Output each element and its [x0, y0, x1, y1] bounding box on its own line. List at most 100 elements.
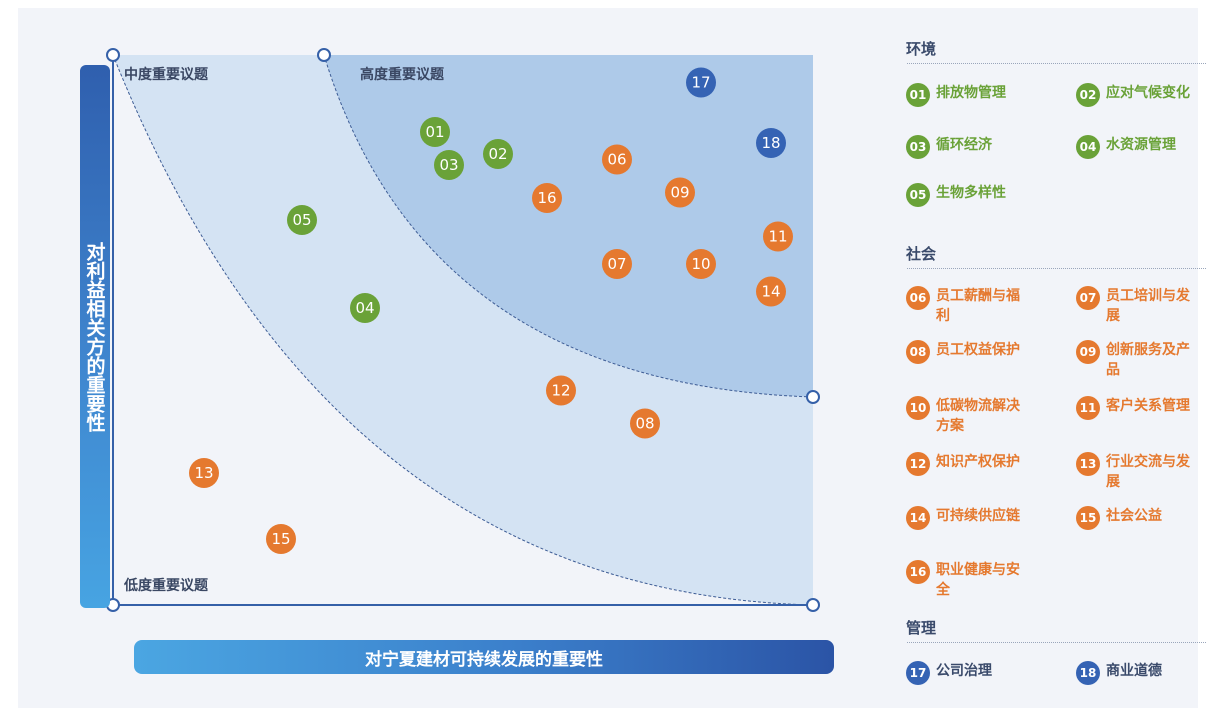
point-14: 14	[756, 276, 786, 307]
point-label-02: 02	[488, 145, 507, 163]
point-marker-13	[189, 458, 219, 488]
legend-badge-13: 13	[1076, 452, 1100, 476]
point-marker-04	[350, 293, 380, 323]
zone-label-low: 低度重要议题	[123, 577, 209, 594]
legend-badge-11: 11	[1076, 396, 1100, 420]
point-label-17: 17	[691, 74, 710, 92]
point-12: 12	[546, 375, 576, 406]
legend-heading-env: 环境	[906, 40, 937, 58]
legend-item-07: 07 员工培训与发展	[1076, 286, 1198, 326]
legend-badge-17: 17	[906, 661, 930, 685]
legend-item-08: 08 员工权益保护	[906, 340, 1076, 364]
legend-item-11: 11 客户关系管理	[1076, 396, 1207, 420]
point-07: 07	[602, 249, 632, 279]
legend-badge-18: 18	[1076, 661, 1100, 685]
legend-item-09: 09 创新服务及产品	[1076, 340, 1198, 380]
legend-badge-14: 14	[906, 506, 930, 530]
point-05: 05	[287, 205, 317, 235]
y-axis-title-bar: 对利益相关方的重要性	[80, 65, 110, 608]
legend-label-15: 社会公益	[1106, 508, 1162, 524]
legend-badge-06: 06	[906, 286, 930, 310]
legend-label-08: 员工权益保护	[936, 342, 1020, 358]
legend-label-05: 生物多样性	[936, 185, 1006, 201]
legend-item-03: 03 循环经济	[906, 135, 1076, 159]
y-axis-label: 对利益相关方的重要性	[83, 241, 106, 432]
zone-medium	[113, 55, 813, 605]
point-marker-17	[686, 67, 716, 98]
x-axis-label: 对宁夏建材可持续发展的重要性	[365, 649, 603, 670]
point-marker-03	[434, 150, 464, 180]
point-label-13: 13	[194, 464, 213, 482]
legend-label-06: 员工薪酬与福利	[936, 288, 1020, 324]
legend-badge-03: 03	[906, 135, 930, 159]
legend-item-14: 14 可持续供应链	[906, 506, 1076, 530]
legend-label-04: 水资源管理	[1106, 137, 1176, 153]
point-marker-01	[420, 117, 450, 147]
legend-heading-social: 社会	[906, 245, 937, 263]
point-marker-14	[756, 276, 786, 307]
legend-badge-16: 16	[906, 560, 930, 584]
boundary-low-medium	[112, 54, 814, 606]
legend-item-18: 18 商业道德	[1076, 661, 1207, 685]
materiality-matrix-canvas: 低度重要议题 中度重要议题 高度重要议题 01 02 03 04 05 06 07 08 09 10 1…	[18, 8, 1207, 708]
legend-item-12: 12 知识产权保护	[906, 452, 1076, 476]
legend-label-11: 客户关系管理	[1106, 398, 1190, 414]
point-label-05: 05	[292, 211, 311, 229]
point-label-11: 11	[768, 228, 787, 246]
legend-item-06: 06 员工薪酬与福利	[906, 286, 1028, 326]
legend-badge-02: 02	[1076, 83, 1100, 107]
legend-label-09: 创新服务及产品	[1106, 342, 1190, 378]
legend-label-02: 应对气候变化	[1106, 85, 1190, 101]
axes-layer	[106, 48, 820, 612]
point-18: 18	[756, 128, 786, 158]
legend-badge-01: 01	[906, 83, 930, 107]
legend-label-12: 知识产权保护	[936, 454, 1020, 470]
point-02: 02	[483, 139, 513, 169]
zone-layer	[112, 54, 814, 606]
axis-node-0	[106, 48, 120, 62]
point-17: 17	[686, 67, 716, 98]
legend-label-07: 员工培训与发展	[1106, 288, 1190, 324]
point-marker-08	[630, 408, 660, 439]
legend-label-17: 公司治理	[936, 663, 992, 679]
point-16: 16	[532, 183, 562, 213]
point-marker-09	[665, 177, 695, 208]
point-08: 08	[630, 408, 660, 439]
legend-label-13: 行业交流与发展	[1106, 454, 1190, 490]
point-label-10: 10	[691, 255, 710, 273]
legend-badge-04: 04	[1076, 135, 1100, 159]
point-label-09: 09	[670, 184, 689, 202]
axis-node-1	[317, 48, 331, 62]
point-06: 06	[602, 144, 632, 175]
point-label-12: 12	[551, 382, 570, 400]
legend-item-10: 10 低碳物流解决方案	[906, 396, 1028, 436]
point-09: 09	[665, 177, 695, 208]
point-marker-16	[532, 183, 562, 213]
point-marker-02	[483, 139, 513, 169]
point-label-15: 15	[271, 530, 290, 548]
point-marker-06	[602, 144, 632, 175]
axis-node-2	[806, 390, 820, 404]
legend-badge-15: 15	[1076, 506, 1100, 530]
legend-item-16: 16 职业健康与安全	[906, 560, 1028, 600]
legend-label-01: 排放物管理	[936, 85, 1006, 101]
point-04: 04	[350, 293, 380, 323]
zone-label-high: 高度重要议题	[360, 66, 445, 83]
point-11: 11	[763, 221, 793, 252]
point-marker-12	[546, 375, 576, 406]
point-label-18: 18	[761, 134, 780, 152]
point-marker-18	[756, 128, 786, 158]
point-label-01: 01	[425, 123, 444, 141]
point-label-04: 04	[355, 299, 374, 317]
legend-badge-12: 12	[906, 452, 930, 476]
legend-badge-09: 09	[1076, 340, 1100, 364]
point-marker-15	[266, 524, 296, 554]
point-label-03: 03	[439, 156, 458, 174]
point-01: 01	[420, 117, 450, 147]
point-label-14: 14	[761, 283, 780, 301]
legend-item-01: 01 排放物管理	[906, 83, 1076, 107]
legend-item-05: 05 生物多样性	[906, 183, 1076, 207]
point-marker-05	[287, 205, 317, 235]
